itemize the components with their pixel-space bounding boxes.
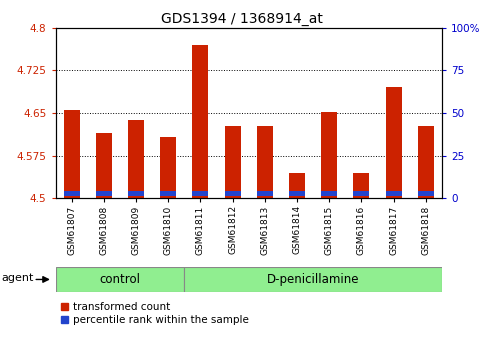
Bar (128, 120, 144, 198)
Bar (354, 191, 369, 196)
Bar (385, 87, 402, 198)
Bar (160, 137, 176, 198)
Bar (321, 191, 337, 196)
Bar (418, 126, 434, 198)
Bar (321, 112, 337, 198)
Bar (64, 110, 80, 198)
Text: agent: agent (1, 273, 33, 283)
Legend: transformed count, percentile rank within the sample: transformed count, percentile rank withi… (61, 302, 249, 325)
Bar (96, 133, 112, 198)
Bar (225, 191, 241, 196)
Bar (160, 191, 176, 196)
Bar (418, 191, 434, 196)
Bar (192, 191, 209, 196)
Text: GDS1394 / 1368914_at: GDS1394 / 1368914_at (160, 12, 323, 26)
Bar (225, 126, 241, 198)
Bar (257, 126, 273, 198)
Bar (128, 191, 144, 196)
Bar (257, 191, 273, 196)
Bar (96, 191, 112, 196)
Bar (354, 173, 369, 198)
Bar (289, 191, 305, 196)
Bar (192, 45, 209, 198)
Bar (64, 191, 80, 196)
Text: control: control (99, 273, 141, 286)
Bar (56, 267, 185, 292)
Bar (385, 191, 402, 196)
Bar (289, 173, 305, 198)
Bar (185, 267, 442, 292)
Text: D-penicillamine: D-penicillamine (267, 273, 359, 286)
